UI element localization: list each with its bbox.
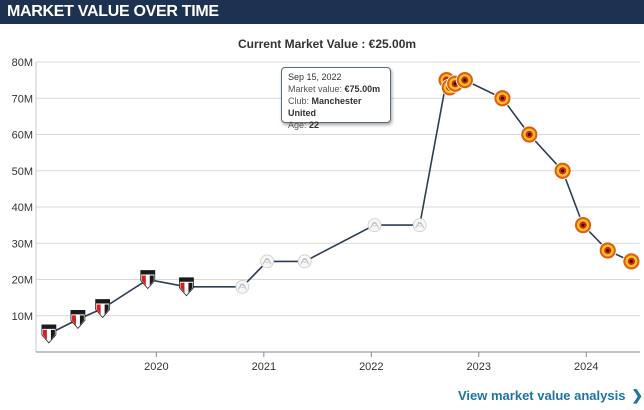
data-point-manchester-united[interactable] xyxy=(622,252,641,271)
data-point-manchester-united[interactable] xyxy=(520,125,539,144)
data-point-ajax[interactable] xyxy=(260,254,274,269)
grid-lines xyxy=(36,61,640,317)
y-tick-label: 60M xyxy=(12,130,33,142)
y-axis-labels: 10M 20M 30M 40M 50M 60M 70M 80M xyxy=(12,57,33,323)
data-point-sao-paulo[interactable] xyxy=(95,299,111,319)
data-point-manchester-united[interactable] xyxy=(553,161,572,180)
x-tick-label: 2021 xyxy=(252,361,276,373)
y-tick-label: 50M xyxy=(12,166,33,178)
tooltip-age-row: Age: 22 xyxy=(288,119,384,131)
data-point-sao-paulo[interactable] xyxy=(70,309,86,329)
tooltip-age-label: Age: xyxy=(288,120,307,130)
tooltip-market-value-row: Market value: €75.00m xyxy=(288,83,384,95)
data-point-sao-paulo[interactable] xyxy=(41,324,57,344)
data-tooltip: Sep 15, 2022 Market value: €75.00m Club:… xyxy=(281,67,391,130)
data-point-sao-paulo[interactable] xyxy=(179,277,194,297)
link-label: View market value analysis xyxy=(458,388,626,403)
tooltip-market-value: €75.00m xyxy=(344,84,381,94)
data-point-manchester-united[interactable] xyxy=(574,216,592,235)
data-point-ajax[interactable] xyxy=(412,218,427,233)
x-tick-label: 2020 xyxy=(144,361,168,373)
view-market-value-analysis-link[interactable]: View market value analysis ❯ xyxy=(458,387,643,404)
tooltip-age: 22 xyxy=(309,120,320,130)
y-tick-label: 40M xyxy=(12,202,33,214)
data-point-manchester-united[interactable] xyxy=(493,89,512,108)
y-tick-label: 20M xyxy=(12,275,33,287)
y-tick-label: 30M xyxy=(12,238,33,250)
tooltip-club-label: Club: xyxy=(288,96,310,106)
data-markers[interactable] xyxy=(41,71,641,344)
data-point-ajax[interactable] xyxy=(235,279,250,294)
x-tick-label: 2024 xyxy=(574,361,598,373)
tooltip-date: Sep 15, 2022 xyxy=(288,72,342,82)
section-header: MARKET VALUE OVER TIME xyxy=(0,0,644,24)
chevron-right-icon: ❯ xyxy=(631,387,644,403)
data-point-ajax[interactable] xyxy=(367,218,382,233)
tooltip-club: Manchester United xyxy=(288,96,362,118)
y-tick-label: 80M xyxy=(12,57,33,69)
tooltip-club-row: Club: Manchester United xyxy=(288,95,384,119)
tooltip-market-value-label: Market value: xyxy=(288,84,343,94)
y-tick-label: 70M xyxy=(12,93,33,105)
x-axis-labels: 2020 2021 2022 2023 2024 xyxy=(144,361,598,373)
y-tick-label: 10M xyxy=(12,311,33,323)
axes xyxy=(35,62,640,357)
x-tick-label: 2023 xyxy=(467,361,491,373)
data-point-manchester-united[interactable] xyxy=(455,71,474,90)
data-point-ajax[interactable] xyxy=(297,254,312,269)
data-point-sao-paulo[interactable] xyxy=(140,270,156,290)
x-tick-label: 2022 xyxy=(359,361,383,373)
section-title: MARKET VALUE OVER TIME xyxy=(7,3,219,20)
data-point-manchester-united[interactable] xyxy=(598,241,617,260)
current-market-value: Current Market Value : €25.00m xyxy=(237,37,417,51)
